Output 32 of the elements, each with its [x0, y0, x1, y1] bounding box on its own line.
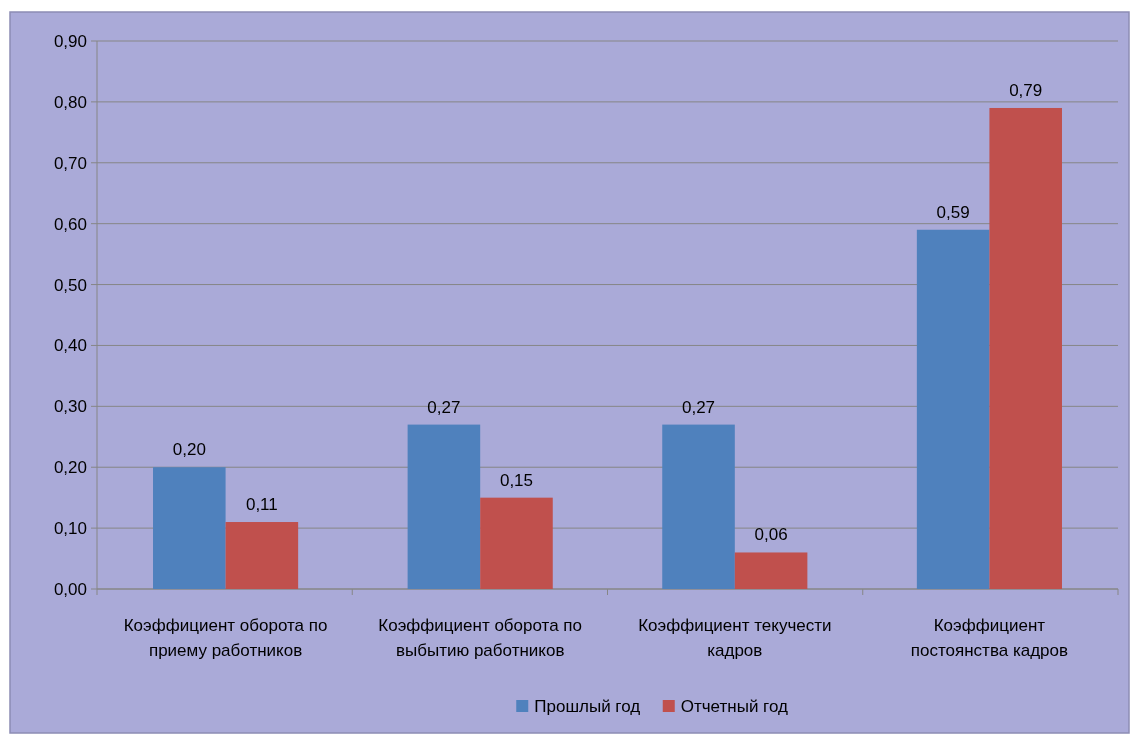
- y-tick-label: 0,80: [53, 92, 87, 112]
- bar: [734, 552, 808, 589]
- y-tick-label: 0,20: [53, 458, 87, 478]
- legend-label: Отчетный год: [680, 697, 789, 716]
- bar: [916, 229, 990, 589]
- x-tick-label: Коэффициент оборота по приему работников: [123, 616, 328, 660]
- x-tick-label: Коэффициент постоянства кадров: [910, 616, 1069, 660]
- bar: [153, 467, 226, 589]
- data-label: 0,27: [427, 397, 461, 417]
- data-label: 0,06: [754, 525, 788, 545]
- x-tick-label: Коэффициент оборота по выбытию работников: [378, 616, 583, 660]
- y-tick-label: 0,10: [53, 519, 87, 539]
- bar: [989, 107, 1062, 589]
- data-label: 0,59: [936, 202, 970, 222]
- y-tick-label: 0,90: [53, 31, 87, 51]
- x-tick-label: Коэффициент текучести кадров: [638, 616, 832, 660]
- bar: [480, 497, 553, 589]
- legend-label: Прошлый год: [534, 697, 641, 716]
- y-tick-label: 0,30: [53, 397, 87, 417]
- bar: [225, 522, 299, 589]
- bar: [662, 424, 735, 589]
- data-label: 0,20: [172, 440, 206, 460]
- y-tick-label: 0,60: [53, 214, 87, 234]
- y-tick-label: 0,40: [53, 336, 87, 356]
- y-tick-label: 0,00: [53, 579, 87, 599]
- data-label: 0,27: [681, 397, 716, 417]
- y-tick-label: 0,70: [53, 153, 87, 173]
- data-label: 0,79: [1009, 80, 1043, 100]
- y-tick-label: 0,50: [53, 275, 87, 295]
- data-label: 0,11: [245, 495, 278, 515]
- bar: [407, 424, 481, 589]
- data-label: 0,15: [499, 470, 534, 490]
